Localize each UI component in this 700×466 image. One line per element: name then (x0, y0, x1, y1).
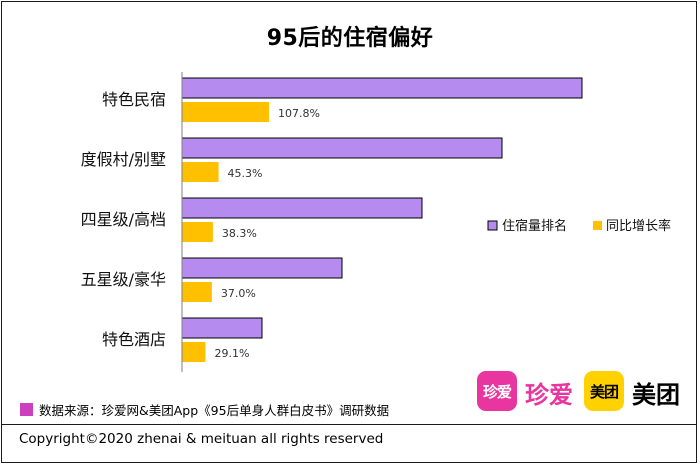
meituan-logo-badge: 美团 (584, 371, 624, 411)
meituan-logo-text: 美团 (632, 381, 680, 409)
zhenai-logo-text: 珍爱 (525, 381, 573, 409)
legend-swatch-住宿量排名 (487, 220, 498, 231)
logo-group: 珍爱 珍爱 美团 美团 (477, 369, 692, 415)
value-label: 37.0% (221, 287, 256, 300)
bar-同比增长率 (182, 342, 206, 362)
bar-同比增长率 (182, 102, 269, 122)
source-text: 数据来源：珍爱网&美团App《95后单身人群白皮书》调研数据 (39, 403, 390, 418)
value-label: 38.3% (222, 227, 257, 240)
bar-住宿量排名 (181, 257, 343, 279)
category-label: 特色民宿 (102, 90, 166, 109)
chart-title: 95后的住宿偏好 (266, 26, 434, 51)
legend-label-住宿量排名: 住宿量排名 (502, 218, 567, 234)
category-label: 五星级/豪华 (81, 270, 166, 289)
bar-同比增长率 (182, 222, 213, 242)
legend-swatch-同比增长率 (593, 221, 602, 230)
bar-同比增长率 (182, 282, 212, 302)
copyright-text: Copyright©2020 zhenai & meituan all righ… (19, 431, 384, 447)
zhenai-logo-badge: 珍爱 (477, 371, 517, 411)
bar-住宿量排名 (181, 197, 423, 219)
footer-divider (2, 424, 696, 425)
source-note: 数据来源：珍爱网&美团App《95后单身人群白皮书》调研数据 (20, 400, 389, 419)
bar-住宿量排名 (181, 137, 503, 159)
category-label: 特色酒店 (102, 330, 166, 349)
category-label: 度假村/别墅 (81, 150, 166, 169)
category-label: 四星级/高档 (81, 210, 166, 229)
bar-住宿量排名 (181, 317, 263, 339)
source-swatch (20, 403, 33, 416)
value-label: 107.8% (278, 107, 320, 120)
value-label: 29.1% (214, 347, 249, 360)
value-label: 45.3% (228, 167, 263, 180)
legend-label-同比增长率: 同比增长率 (606, 218, 671, 234)
bar-同比增长率 (182, 162, 219, 182)
bar-住宿量排名 (181, 77, 583, 99)
